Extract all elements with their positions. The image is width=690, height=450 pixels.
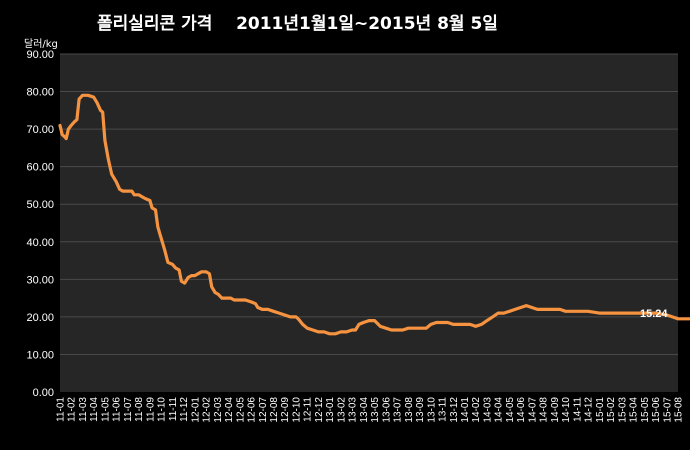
price-series-line bbox=[58, 93, 690, 336]
x-tick-label: 14-01 bbox=[460, 397, 471, 423]
x-tick-label: 12-11 bbox=[303, 397, 314, 422]
x-tick-label: 13-01 bbox=[325, 397, 336, 423]
plot-area bbox=[60, 54, 678, 392]
x-tick-label: 12-08 bbox=[269, 397, 280, 423]
x-tick-label: 12-12 bbox=[314, 397, 325, 423]
y-tick-label: 90.00 bbox=[26, 49, 54, 61]
x-tick-label: 11-08 bbox=[134, 397, 145, 422]
y-tick-label: 40.00 bbox=[26, 237, 54, 249]
x-tick-label: 12-07 bbox=[258, 397, 269, 423]
x-tick-label: 15-05 bbox=[640, 397, 651, 423]
x-tick-label: 14-02 bbox=[471, 397, 482, 423]
y-tick-label: 20.00 bbox=[26, 312, 54, 324]
x-tick-label: 12-03 bbox=[213, 397, 224, 423]
x-tick-label: 15-06 bbox=[651, 397, 662, 423]
x-tick-label: 11-10 bbox=[157, 397, 168, 422]
x-tick-label: 15-01 bbox=[595, 397, 606, 423]
y-axis-unit-label: 달러/kg bbox=[24, 38, 58, 50]
x-tick-label: 12-10 bbox=[291, 397, 302, 423]
x-tick-label: 13-07 bbox=[393, 397, 404, 423]
x-tick-label: 11-04 bbox=[89, 397, 100, 422]
x-tick-label: 14-08 bbox=[539, 397, 550, 423]
x-tick-label: 13-12 bbox=[449, 397, 460, 423]
x-axis-tick-labels: 11-01 11-02 11-03 11-04 11-05 11-06 11-07 11-08… bbox=[56, 397, 685, 423]
x-tick-label: 14-03 bbox=[482, 397, 493, 423]
x-tick-label: 14-09 bbox=[550, 397, 561, 423]
chart-title: 폴리실리콘 가격 2011년1월1일~2015년 8월 5일 bbox=[97, 14, 498, 34]
x-tick-label: 12-02 bbox=[202, 397, 213, 423]
x-tick-label: 14-07 bbox=[527, 397, 538, 423]
x-tick-label: 13-10 bbox=[426, 397, 437, 423]
y-tick-label: 60.00 bbox=[26, 162, 54, 174]
x-tick-label: 14-12 bbox=[584, 397, 595, 423]
x-tick-label: 13-05 bbox=[370, 397, 381, 423]
y-tick-label: 0.00 bbox=[33, 387, 54, 399]
x-tick-label: 11-06 bbox=[112, 397, 123, 422]
y-tick-label: 50.00 bbox=[26, 199, 54, 211]
x-tick-label: 13-09 bbox=[415, 397, 426, 423]
x-tick-label: 14-05 bbox=[505, 397, 516, 423]
x-tick-label: 11-09 bbox=[145, 397, 156, 422]
x-tick-label: 12-06 bbox=[247, 397, 258, 423]
x-tick-label: 12-09 bbox=[280, 397, 291, 423]
y-tick-label: 10.00 bbox=[26, 349, 54, 361]
x-tick-label: 15-07 bbox=[662, 397, 673, 423]
x-tick-label: 11-05 bbox=[100, 397, 111, 422]
y-tick-label: 80.00 bbox=[26, 87, 54, 99]
x-tick-label: 13-06 bbox=[381, 397, 392, 423]
x-tick-label: 14-06 bbox=[516, 397, 527, 423]
x-tick-label: 12-04 bbox=[224, 397, 235, 423]
last-value-label: 15.24 bbox=[640, 308, 668, 320]
x-tick-label: 15-03 bbox=[617, 397, 628, 423]
x-tick-label: 15-08 bbox=[674, 397, 685, 423]
x-tick-label: 11-03 bbox=[78, 397, 89, 422]
x-tick-label: 13-02 bbox=[336, 397, 347, 423]
x-tick-label: 11-11 bbox=[168, 397, 179, 422]
x-tick-label: 12-05 bbox=[235, 397, 246, 423]
y-axis-tick-labels: 0.00 10.00 20.00 30.00 40.00 50.00 60.00 70.00 8… bbox=[26, 49, 54, 399]
x-tick-label: 15-04 bbox=[629, 397, 640, 423]
x-tick-label: 15-02 bbox=[606, 397, 617, 423]
y-tick-label: 70.00 bbox=[26, 124, 54, 136]
x-tick-label: 14-10 bbox=[561, 397, 572, 423]
x-tick-label: 11-07 bbox=[123, 397, 134, 422]
y-tick-label: 30.00 bbox=[26, 274, 54, 286]
x-tick-label: 11-01 bbox=[56, 397, 67, 422]
x-tick-label: 11-02 bbox=[67, 397, 78, 422]
x-tick-label: 13-11 bbox=[438, 397, 449, 422]
x-tick-label: 13-03 bbox=[348, 397, 359, 423]
x-tick-label: 11-12 bbox=[179, 397, 190, 422]
x-tick-label: 14-11 bbox=[572, 397, 583, 422]
x-tick-label: 12-01 bbox=[190, 397, 201, 423]
x-tick-label: 13-04 bbox=[359, 397, 370, 423]
x-tick-label: 13-08 bbox=[404, 397, 415, 423]
x-tick-label: 14-04 bbox=[494, 397, 505, 423]
